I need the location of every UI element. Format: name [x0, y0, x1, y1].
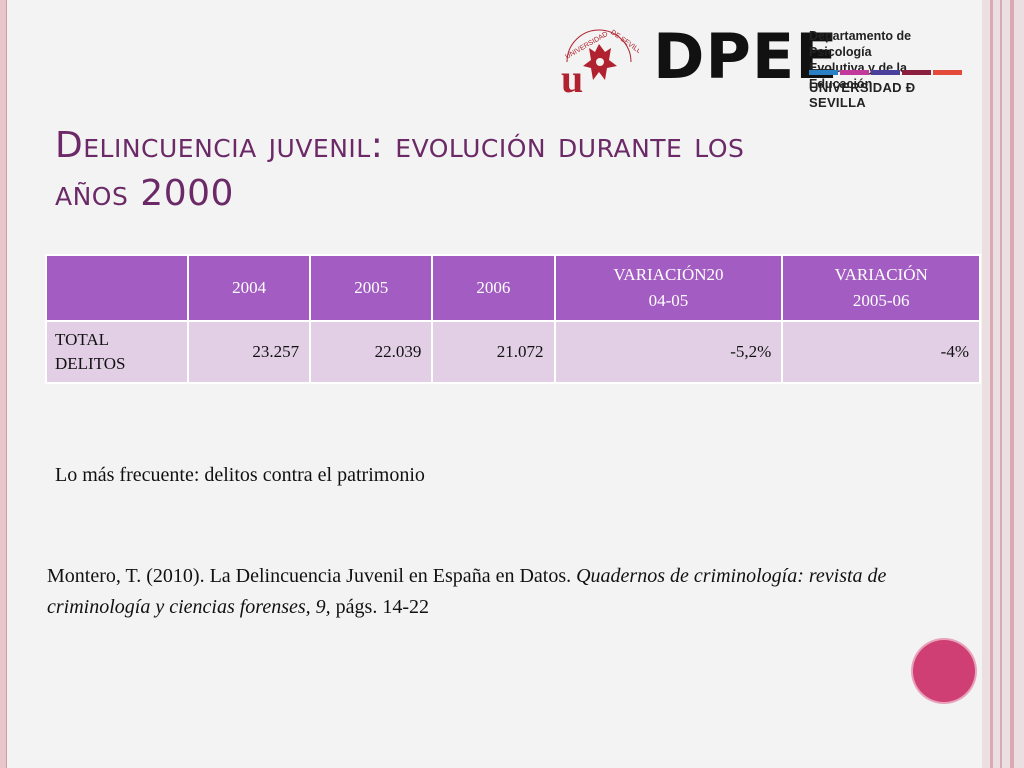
right-frame-border [982, 0, 1024, 768]
decorative-circle [913, 640, 975, 702]
slide-title: Delincuencia juvenil: evolución durante … [55, 122, 935, 218]
dpee-logo-text: DPEE [653, 20, 839, 93]
table-header-cell: 2004 [186, 254, 312, 322]
table-cell: 23.257 [186, 320, 312, 384]
logo-color-bar [902, 70, 931, 75]
table-header-cell: VARIACIÓN20 04-05 [553, 254, 784, 322]
table-header-cell: 2006 [431, 254, 556, 322]
table-header-row: 2004 2005 2006 VARIACIÓN20 04-05 VARIACIÓ… [45, 254, 981, 322]
logo-color-bar [933, 70, 962, 75]
table-header-corner [45, 254, 189, 322]
right-frame-stripe [990, 0, 993, 768]
table-cell: 21.072 [431, 320, 556, 384]
header-text: VARIACIÓN20 04-05 [564, 262, 774, 314]
department-name-line1: Departamento de Psicología [809, 29, 912, 59]
table-row: TOTAL DELITOS 23.257 22.039 21.072 -5,2%… [45, 320, 981, 384]
logo-color-bar [809, 70, 838, 75]
logo-color-bar [871, 70, 900, 75]
slide-title-line1: Delincuencia juvenil: evolución durante … [55, 125, 745, 166]
logo-color-bar [840, 70, 869, 75]
svg-text:u: u [561, 56, 583, 96]
table-cell: 22.039 [309, 320, 434, 384]
reference-pages: págs. 14-22 [330, 596, 429, 618]
reference-journal: Quadernos de criminología: revista de cr… [47, 565, 887, 618]
university-name: UNIVERSIDAD Ð SEVILLA [809, 80, 916, 110]
svg-text:DE SEVILLA: DE SEVILLA [609, 29, 639, 58]
logo-color-bars [809, 70, 962, 75]
table-header-cell: 2005 [309, 254, 434, 322]
table-header-cell: VARIACIÓN 2005-06 [781, 254, 981, 322]
header-text-line: VARIACIÓN [834, 265, 928, 284]
department-logo: UNIVERSIDAD DE SEVILLA u DPEE Departamen… [559, 20, 969, 110]
right-frame-stripe [1000, 0, 1002, 768]
left-frame-border [0, 0, 7, 768]
note-text: Lo más frecuente: delitos contra el patr… [55, 464, 425, 486]
slide-title-line2: años 2000 [55, 173, 234, 214]
row-label: TOTAL DELITOS [45, 320, 189, 384]
right-frame-stripe [1010, 0, 1014, 768]
table-cell: -5,2% [553, 320, 784, 384]
crime-data-table: 2004 2005 2006 VARIACIÓN20 04-05 VARIACIÓ… [45, 254, 981, 384]
header-text: VARIACIÓN 2005-06 [791, 262, 971, 314]
reference-plain: Montero, T. (2010). La Delincuencia Juve… [47, 565, 577, 587]
university-seal-icon: UNIVERSIDAD DE SEVILLA u [559, 22, 639, 96]
reference-citation: Montero, T. (2010). La Delincuencia Juve… [47, 561, 977, 623]
header-text-line: 2005-06 [852, 291, 910, 310]
department-name: Departamento de Psicología Evolutiva y d… [809, 28, 969, 92]
header-text-line: VARIACIÓN20 [613, 265, 724, 284]
header-text-line: 04-05 [648, 291, 689, 310]
table-cell: -4% [781, 320, 981, 384]
